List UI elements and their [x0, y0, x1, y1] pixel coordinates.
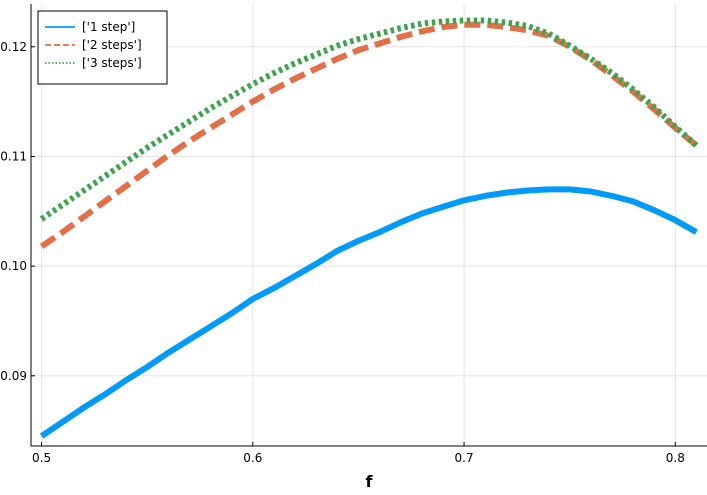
series-line-3: [39, 17, 699, 222]
legend-label-1: ['1 step']: [82, 20, 135, 34]
legend-label-3: ['3 steps']: [82, 56, 142, 70]
legend-label-2: ['2 steps']: [82, 38, 142, 52]
x-tick-label: 0.8: [666, 451, 685, 465]
y-tick-label: 0.10: [0, 259, 27, 273]
y-tick-label: 0.09: [0, 369, 27, 383]
series-line-1: [39, 186, 698, 439]
legend-box: [37, 10, 168, 85]
series-layer: [39, 17, 699, 439]
axes: [30, 4, 707, 447]
x-axis-title: f: [366, 472, 374, 491]
ticks: 0.5 0.6 0.7 0.8 0.09 0.10 0.11 0.12: [0, 40, 685, 465]
x-tick-label: 0.7: [455, 451, 474, 465]
y-tick-label: 0.12: [0, 40, 27, 54]
y-tick-label: 0.11: [0, 149, 27, 163]
x-tick-label: 0.6: [243, 451, 262, 465]
grid: [31, 4, 707, 446]
x-tick-label: 0.5: [32, 451, 51, 465]
legend: ['1 step'] ['2 steps'] ['3 steps']: [37, 10, 168, 85]
